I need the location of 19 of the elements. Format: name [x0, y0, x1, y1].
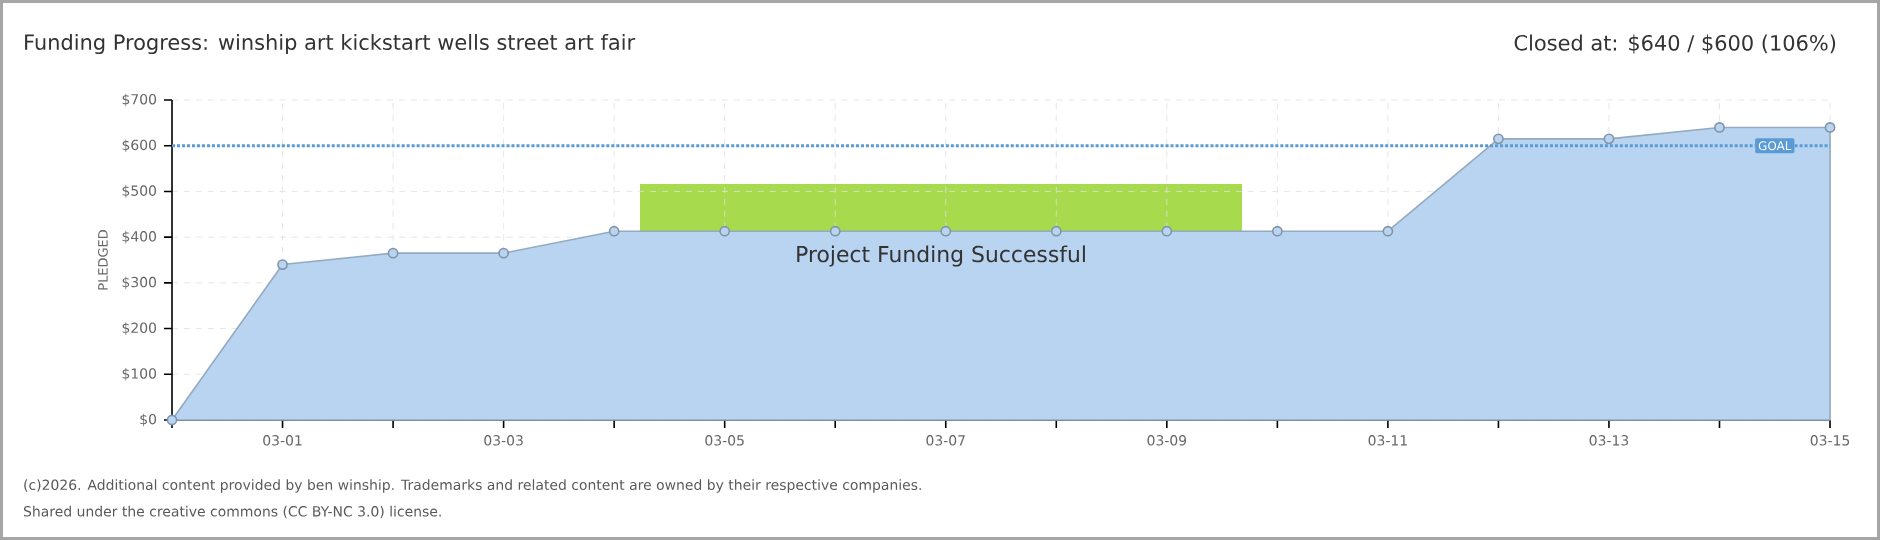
point — [277, 259, 288, 270]
point — [1050, 225, 1062, 237]
point — [1824, 122, 1836, 133]
chart-subtitle: Closed at: $640 / $600 (106%) — [1514, 34, 1836, 54]
point — [1271, 225, 1283, 237]
chart-title: Funding Progress: winship art kickstart wells street art fair — [25, 33, 636, 55]
point — [1493, 133, 1504, 145]
point — [498, 247, 510, 259]
point — [1382, 225, 1394, 237]
annotation: Project Funding Successful — [797, 245, 1085, 267]
point — [166, 414, 178, 426]
point — [1161, 225, 1173, 237]
point — [940, 225, 952, 237]
point — [829, 225, 841, 237]
point — [608, 225, 620, 237]
point — [1714, 122, 1725, 133]
point — [719, 225, 731, 237]
point — [387, 247, 399, 259]
point — [1603, 133, 1615, 145]
